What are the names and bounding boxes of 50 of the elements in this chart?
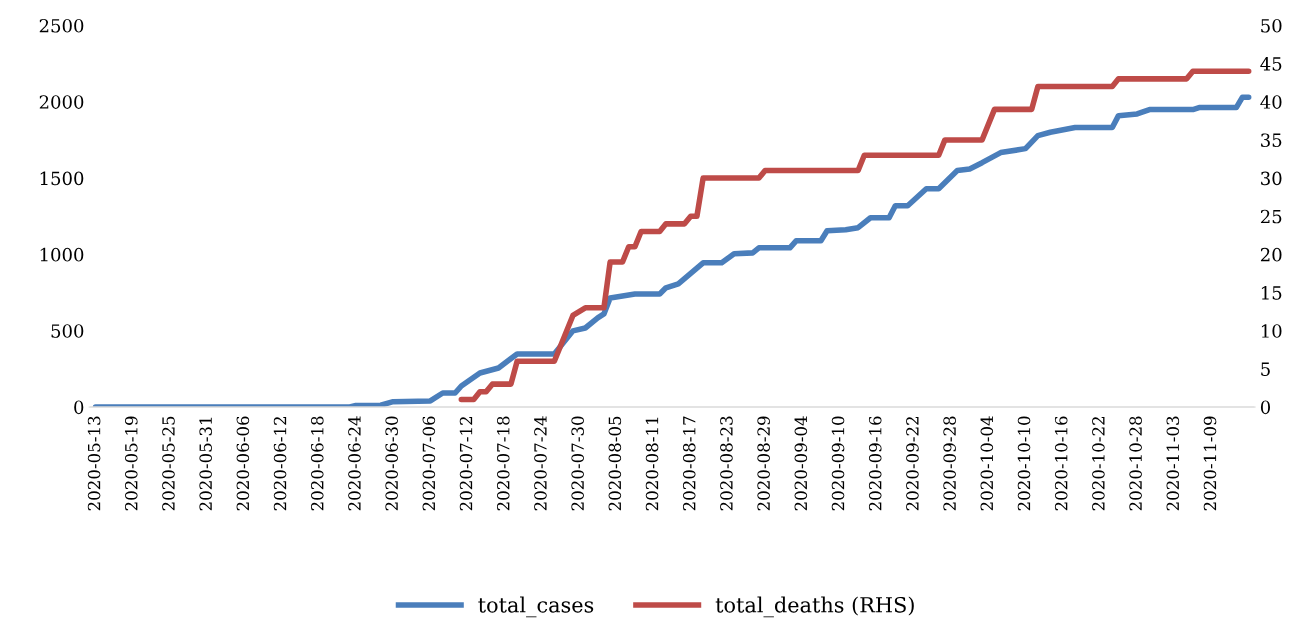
y-tick-label: 1500 [40,171,84,186]
y-tick-label: 2000 [39,95,84,109]
x-tick-label: 2020-10-04 [980,416,994,511]
x-tick-label: 2020-05-31 [199,417,212,511]
y2-tick-label: 20 [1260,247,1282,262]
x-tick-label: 2020-08-23 [720,416,733,511]
x-tick-label: 2020-10-28 [1129,416,1142,511]
x-tick-label: 2020-09-22 [906,417,919,511]
x-tick-label: 2020-11-03 [1166,416,1180,511]
x-tick-label: 2020-07-06 [422,416,436,511]
y-tick-label: 0 [74,400,84,415]
x-tick-label: 2020-07-12 [459,417,473,511]
x-tick-label: 2020-09-16 [868,416,882,511]
x-tick-label: 2020-08-17 [682,416,696,511]
y2-tick-label: 45 [1260,57,1282,71]
y2-tick-label: 15 [1261,286,1282,300]
y2-tick-label: 35 [1261,133,1282,148]
x-tick-label: 2020-09-04 [794,416,808,511]
x-tick-label: 2020-06-12 [273,417,287,511]
x-tick-label: 2020-10-22 [1092,417,1105,511]
x-tick-label: 2020-10-16 [1054,416,1068,511]
y2-tick-label: 25 [1260,209,1282,224]
y2-tick-label: 30 [1261,171,1282,186]
x-tick-label: 2020-08-05 [608,416,622,511]
y2-tick-label: 40 [1260,95,1282,109]
x-tick-label: 2020-09-28 [943,416,956,511]
y-tick-label: 500 [51,324,84,338]
x-tick-label: 2020-06-18 [310,416,324,511]
x-tick-label: 2020-05-19 [124,416,138,511]
x-tick-label: 2020-05-25 [162,416,175,511]
x-tick-label: 2020-06-30 [385,416,398,511]
y-tick-label: 1000 [40,247,84,262]
x-tick-label: 2020-07-24 [534,416,547,511]
y-tick-label: 2500 [39,18,84,33]
x-tick-label: 2020-10-10 [1017,416,1031,511]
y2-tick-label: 10 [1261,324,1282,338]
x-tick-label: 2020-09-10 [831,416,845,511]
x-tick-label: 2020-11-09 [1203,416,1217,511]
x-tick-label: 2020-06-06 [236,416,250,511]
y2-tick-label: 50 [1261,18,1282,33]
y2-tick-label: 0 [1260,400,1271,415]
x-tick-label: 2020-08-29 [757,416,770,511]
legend-label: total_deaths (RHS) [715,596,914,618]
x-tick-label: 2020-05-13 [87,416,101,511]
x-tick-label: 2020-06-24 [348,416,361,511]
x-tick-label: 2020-08-11 [645,417,659,511]
legend-label: total_cases [478,596,594,618]
y2-tick-label: 5 [1261,362,1270,376]
x-tick-label: 2020-07-18 [496,416,510,511]
x-tick-label: 2020-07-30 [571,416,584,511]
